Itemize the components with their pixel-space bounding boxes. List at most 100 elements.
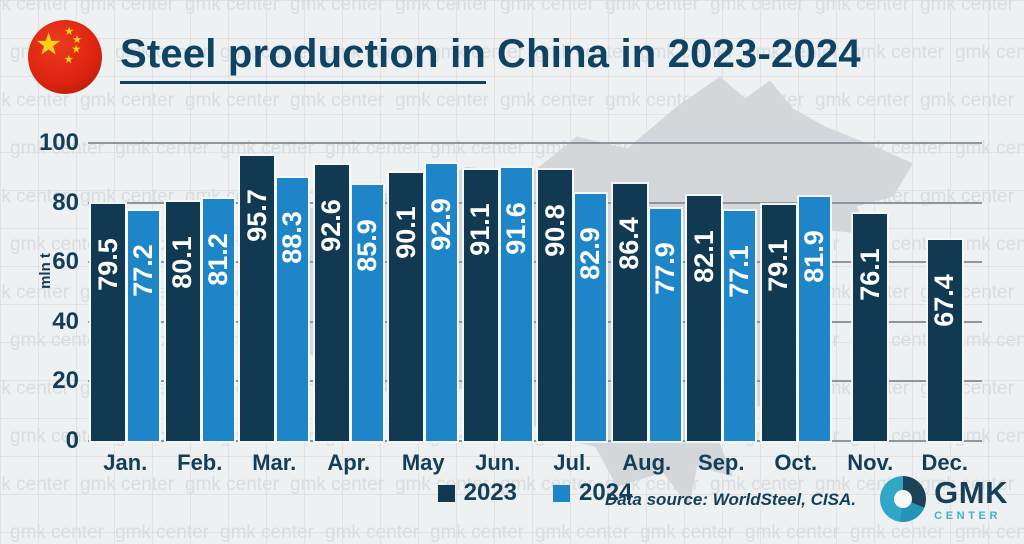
x-tick-feb: Feb. [177,450,223,475]
bar-2024-may: 92.9 [426,164,458,441]
bar-value-box: 79.1 [762,215,796,315]
watermark-text: gmk center [955,522,1024,543]
logo-subtitle: CENTER [934,509,1001,522]
bar-2023-nov: 76.1 [853,214,888,441]
bar-value-label: 79.1 [763,239,794,292]
watermark-text: gmk center [115,522,209,543]
month-group-jun: 91.1 91.6 [461,143,536,441]
month-group-jul: 90.8 82.9 [535,143,610,441]
y-tick-0: 0 [65,427,79,454]
watermark-text: gmk center [850,42,944,63]
bar-value-box: 92.9 [426,174,457,274]
bar-value-box: 86.4 [613,194,647,294]
watermark-text: gmk center [185,90,279,111]
gmk-logo-text: GMK CENTER [934,477,1008,522]
bar-value-box: 91.1 [464,180,498,280]
title-underlined-part: Steel production in [120,32,487,84]
bar-value-label: 92.6 [316,198,347,252]
watermark-text: gmk center [290,0,384,15]
bar-value-label: 91.1 [465,203,496,256]
watermark-text: gmk center [185,0,279,15]
bar-2024-sep: 77.1 [724,211,756,441]
bar-value-box: 92.6 [315,175,349,275]
month-group-feb: 80.1 81.2 [163,143,238,441]
bar-value-label: 88.3 [277,211,308,265]
watermark-text: gmk center [80,0,174,15]
watermark-text: gmk center [955,42,1024,63]
bar-value-box: 77.1 [724,221,755,321]
x-axis-labels: Jan. Feb. Mar. Apr. May Jun. Jul. Aug. Sep. Oct. N… [88,441,982,476]
bar-value-box: 80.1 [166,212,200,312]
x-tick-sep: Sep. [698,450,745,475]
bars-layer: 79.5 77.2 80.1 81.2 95.7 88.3 92.6 85.9 90.1 92.9… [88,143,982,441]
legend-swatch-2024 [553,484,570,502]
bar-value-box: 81.2 [203,209,234,309]
bar-value-label: 79.5 [92,237,123,291]
bar-2024-aug: 77.9 [649,208,681,441]
watermark-text: gmk center [0,282,69,303]
watermark-text: gmk center [920,90,1014,111]
x-tick-mar: Mar. [252,450,297,475]
bar-value-box: 76.1 [853,224,887,324]
bar-value-label: 82.9 [575,227,606,281]
x-tick-dec: Dec. [921,450,968,475]
y-tick-20: 20 [52,367,79,395]
data-source-note: Data source: WorldSteel, CISA. [605,490,856,509]
bar-value-box: 77.9 [650,219,681,319]
bar-value-box: 77.2 [128,221,159,321]
bar-value-label: 80.1 [167,236,198,289]
watermark-text: gmk center [710,90,804,111]
x-tick-jan: Jan. [103,450,148,475]
page-title: Steel production in China in 2023-2024 [120,32,861,84]
bar-value-label: 77.1 [724,244,755,298]
bar-value-box: 88.3 [277,188,308,288]
x-tick-apr: Apr. [327,450,371,475]
watermark-text: gmk center [0,474,69,495]
bar-2023-jul: 90.8 [538,170,573,441]
bar-2023-may: 90.1 [389,172,424,441]
y-axis-label: mln t [37,253,54,290]
month-group-sep: 82.1 77.1 [684,143,759,441]
bar-value-box: 90.1 [389,183,423,283]
watermark-text: gmk center [920,0,1014,15]
watermark-text: gmk center [430,522,524,543]
bar-value-box: 67.4 [928,250,962,350]
bar-value-box: 79.5 [91,214,125,314]
bar-2024-jan: 77.2 [128,210,160,441]
y-tick-100: 100 [38,129,79,156]
watermark-text: gmk center [605,0,699,15]
y-tick-60: 60 [52,248,79,276]
watermark-text: gmk center [500,90,594,111]
bar-2023-dec: 67.4 [927,240,962,441]
bar-value-label: 82.1 [688,230,719,283]
watermark-text: gmk center [745,522,839,543]
month-group-apr: 92.6 85.9 [312,143,387,441]
watermark-text: gmk center [10,522,104,543]
bar-2024-jun: 91.6 [500,168,532,441]
x-tick-oct: Oct. [774,450,818,475]
bar-value-box: 95.7 [240,166,274,266]
month-group-oct: 79.1 81.9 [759,143,834,441]
bar-value-box: 91.6 [501,178,532,278]
legend-swatch-2023 [437,484,455,502]
watermark-text: gmk center [535,522,629,543]
watermark-text: gmk center [325,522,419,543]
bar-value-box: 82.9 [575,204,606,304]
bar-value-label: 85.9 [351,218,382,272]
watermark-text: gmk center [290,90,384,111]
bar-2023-jan: 79.5 [91,204,126,441]
bar-value-label: 86.4 [614,217,645,270]
bar-value-label: 95.7 [241,189,272,243]
bar-value-label: 76.1 [854,247,885,301]
bar-value-label: 77.2 [128,244,159,298]
china-flag-svg [28,20,102,94]
china-flag-icon [28,20,102,94]
bar-2023-mar: 95.7 [240,155,275,441]
bar-value-label: 90.8 [539,204,570,257]
watermark-text: gmk center [395,0,489,15]
bar-2023-oct: 79.1 [761,205,796,441]
title-rest-part: China in 2023-2024 [497,32,861,76]
month-group-jan: 79.5 77.2 [88,143,163,441]
bar-value-box: 85.9 [352,195,383,295]
legend-item-2023: 2023 [437,481,517,505]
